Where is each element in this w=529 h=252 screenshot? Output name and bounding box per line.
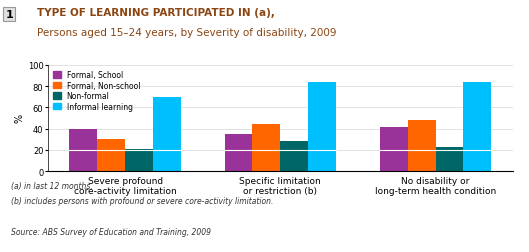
Bar (69, 129, 97, 171)
Bar (280, 142, 308, 171)
Bar (463, 82, 491, 171)
Text: 1: 1 (5, 10, 13, 20)
Text: Source: ABS Survey of Education and Training, 2009: Source: ABS Survey of Education and Trai… (11, 227, 211, 236)
Bar (408, 120, 435, 171)
Y-axis label: %: % (15, 114, 25, 123)
Text: (b) includes persons with profound or severe core-activity limitation.: (b) includes persons with profound or se… (11, 197, 273, 206)
Bar (380, 128, 408, 171)
Legend: Formal, School, Formal, Non-school, Non-formal, Informal learning: Formal, School, Formal, Non-school, Non-… (51, 69, 142, 113)
Text: Persons aged 15–24 years, by Severity of disability, 2009: Persons aged 15–24 years, by Severity of… (37, 28, 336, 38)
Bar (125, 149, 153, 171)
Text: TYPE OF LEARNING PARTICIPATED IN (a),: TYPE OF LEARNING PARTICIPATED IN (a), (37, 8, 275, 18)
Bar (224, 134, 252, 171)
Text: (a) in last 12 months.: (a) in last 12 months. (11, 181, 93, 191)
Bar (435, 147, 463, 171)
Bar (153, 97, 181, 171)
Bar (97, 140, 125, 171)
Bar (252, 125, 280, 171)
Bar (308, 82, 336, 171)
